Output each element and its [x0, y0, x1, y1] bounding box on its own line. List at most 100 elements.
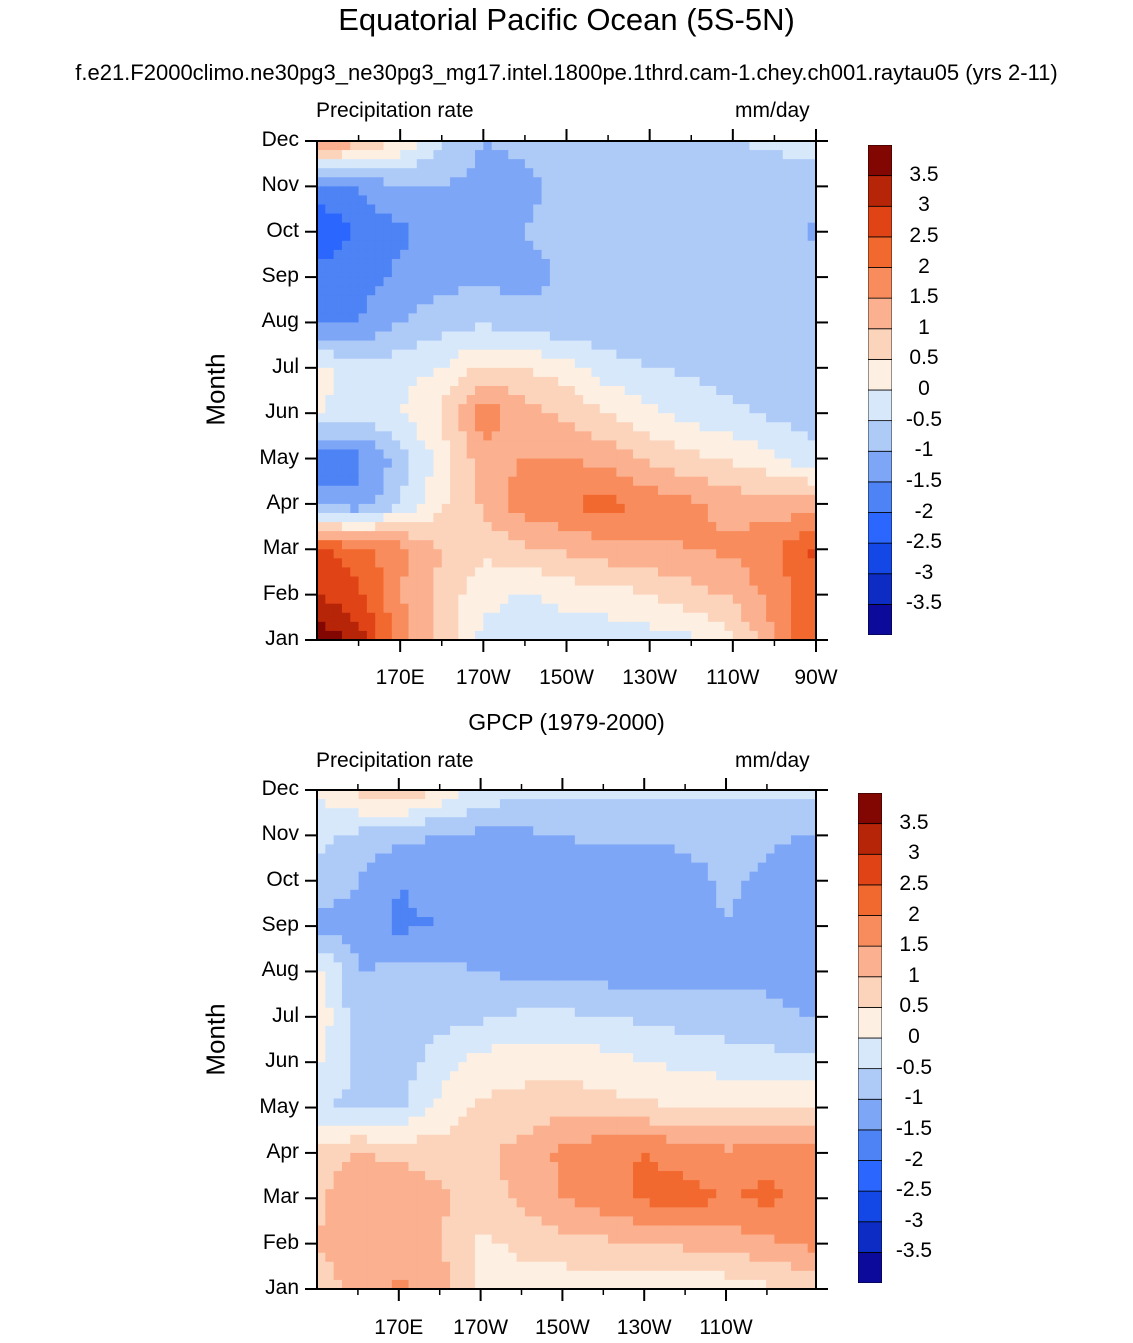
heatmap-cell: [766, 494, 776, 505]
heatmap-cell: [616, 540, 626, 550]
heatmap-cell: [657, 467, 667, 478]
heatmap-cell: [624, 1007, 634, 1018]
heatmap-cell: [566, 935, 576, 945]
heatmap-cell: [383, 168, 393, 178]
heatmap-cell: [441, 159, 451, 169]
heatmap-cell: [657, 168, 667, 178]
heatmap-cell: [633, 567, 642, 578]
heatmap-cell: [458, 268, 468, 278]
heatmap-cell: [716, 295, 726, 305]
heatmap-cell: [433, 522, 443, 532]
heatmap-cell: [466, 422, 476, 432]
heatmap-cell: [766, 385, 776, 396]
heatmap-cell: [441, 186, 451, 197]
heatmap-cell: [649, 440, 659, 451]
heatmap-cell: [649, 331, 659, 342]
heatmap-cell: [516, 240, 526, 251]
heatmap-cell: [616, 231, 626, 242]
heatmap-cell: [599, 277, 609, 287]
heatmap-cell: [691, 826, 701, 836]
heatmap-cell: [391, 485, 401, 496]
heatmap-cell: [574, 277, 584, 287]
heatmap-cell: [591, 998, 601, 1009]
heatmap-cell: [774, 630, 784, 640]
heatmap-cell: [699, 790, 709, 800]
heatmap-cell: [533, 258, 543, 269]
heatmap-cell: [516, 808, 526, 818]
heatmap-cell: [599, 844, 609, 855]
heatmap-cell: [425, 612, 435, 623]
heatmap-cell: [317, 268, 326, 278]
heatmap-cell: [400, 204, 410, 215]
heatmap-cell: [566, 449, 576, 460]
heatmap-cell: [591, 621, 601, 632]
heatmap-cell: [807, 1016, 816, 1027]
heatmap-cell: [716, 889, 726, 900]
heatmap-cell: [441, 331, 451, 342]
heatmap-cell: [608, 331, 617, 342]
heatmap-cell: [450, 971, 459, 982]
heatmap-cell: [574, 367, 584, 378]
heatmap-cell: [499, 790, 509, 800]
heatmap-cell: [425, 240, 435, 251]
heatmap-cell: [383, 612, 393, 623]
heatmap-cell: [807, 322, 816, 333]
heatmap-cell: [350, 953, 360, 963]
heatmap-cell: [366, 367, 376, 378]
heatmap-cell: [499, 168, 509, 178]
heatmap-cell: [608, 953, 617, 963]
heatmap-cell: [325, 331, 335, 342]
heatmap-cell: [558, 844, 568, 855]
heatmap-cell: [732, 503, 742, 514]
heatmap-cell: [707, 549, 717, 559]
heatmap-cell: [350, 277, 360, 287]
heatmap-cell: [558, 168, 568, 178]
heatmap-cell: [616, 422, 626, 432]
heatmap-cell: [774, 268, 784, 278]
heatmap-cell: [649, 277, 659, 287]
heatmap-cell: [749, 621, 759, 632]
heatmap-cell: [732, 1007, 742, 1018]
heatmap-cell: [699, 935, 709, 945]
colorbar-swatch: [867, 542, 893, 575]
heatmap-cell: [657, 621, 667, 632]
heatmap-cell: [724, 467, 734, 478]
heatmap-cell: [516, 349, 526, 360]
heatmap-cell: [782, 231, 792, 242]
heatmap-cell: [375, 621, 385, 632]
heatmap-cell: [566, 503, 576, 514]
heatmap-cell: [766, 799, 776, 809]
heatmap-cell: [591, 431, 601, 441]
heatmap-cell: [707, 358, 717, 369]
heatmap-cell: [491, 630, 501, 640]
heatmap-cell: [375, 971, 385, 982]
heatmap-cell: [616, 159, 626, 169]
heatmap-cell: [508, 953, 518, 963]
heatmap-cell: [508, 980, 518, 991]
heatmap-cell: [608, 168, 617, 178]
heatmap-cell: [749, 467, 759, 478]
heatmap-cell: [441, 630, 451, 640]
heatmap-cell: [574, 917, 584, 927]
heatmap-cell: [674, 204, 684, 215]
heatmap-cell: [391, 962, 401, 973]
heatmap-cell: [450, 467, 459, 478]
heatmap-cell: [366, 898, 376, 909]
heatmap-cell: [475, 268, 484, 278]
heatmap-cell: [383, 522, 393, 532]
heatmap-cell: [616, 512, 626, 523]
heatmap-cell: [491, 512, 501, 523]
heatmap-cell: [425, 630, 435, 640]
heatmap-cell: [317, 141, 326, 151]
heatmap-cell: [491, 313, 501, 324]
heatmap-cell: [641, 467, 651, 478]
heatmap-cell: [782, 844, 792, 855]
heatmap-cell: [774, 395, 784, 405]
heatmap-cell: [541, 422, 551, 432]
heatmap-cell: [583, 295, 593, 305]
heatmap-cell: [649, 385, 659, 396]
heatmap-cell: [358, 935, 368, 945]
heatmap-cell: [782, 195, 792, 206]
heatmap-cell: [641, 549, 651, 559]
heatmap-cell: [425, 376, 435, 387]
